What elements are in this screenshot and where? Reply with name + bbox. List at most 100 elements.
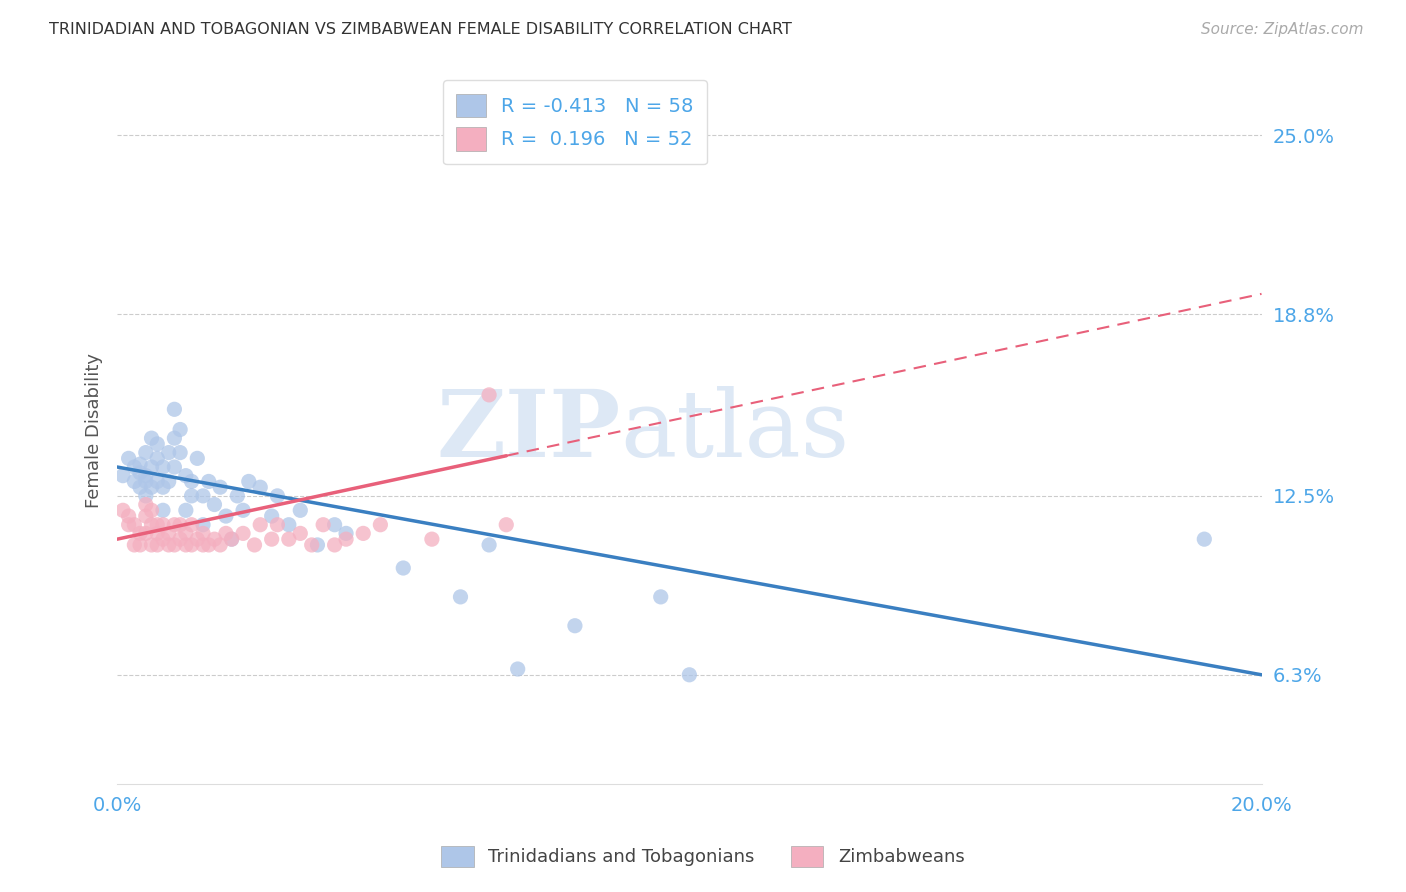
Point — [215, 509, 238, 524]
Point — [169, 423, 191, 437]
Point — [141, 503, 163, 517]
Text: ZIP: ZIP — [436, 386, 620, 476]
Point — [180, 489, 202, 503]
Point — [290, 526, 312, 541]
Text: TRINIDADIAN AND TOBAGONIAN VS ZIMBABWEAN FEMALE DISABILITY CORRELATION CHART: TRINIDADIAN AND TOBAGONIAN VS ZIMBABWEAN… — [49, 22, 792, 37]
Point — [323, 538, 346, 552]
Point — [186, 532, 208, 546]
Point — [135, 468, 157, 483]
Point — [370, 517, 392, 532]
Point — [307, 538, 329, 552]
Point — [129, 538, 152, 552]
Point — [266, 517, 288, 532]
Point — [180, 517, 202, 532]
Point — [146, 451, 169, 466]
Point — [226, 489, 249, 503]
Point — [135, 475, 157, 489]
Point — [141, 517, 163, 532]
Point — [157, 538, 180, 552]
Point — [169, 517, 191, 532]
Point — [169, 445, 191, 459]
Point — [1194, 532, 1216, 546]
Point — [117, 517, 139, 532]
Point — [191, 538, 214, 552]
Point — [301, 538, 323, 552]
Point — [180, 475, 202, 489]
Point — [129, 457, 152, 471]
Point — [152, 460, 174, 475]
Point — [266, 489, 288, 503]
Point — [335, 532, 357, 546]
Point — [277, 517, 299, 532]
Point — [157, 445, 180, 459]
Point — [129, 526, 152, 541]
Point — [141, 460, 163, 475]
Point — [277, 532, 299, 546]
Point — [141, 480, 163, 494]
Point — [221, 532, 243, 546]
Point — [312, 517, 335, 532]
Point — [111, 468, 134, 483]
Point — [124, 538, 146, 552]
Point — [209, 538, 232, 552]
Point — [146, 526, 169, 541]
Point — [174, 538, 197, 552]
Point — [169, 532, 191, 546]
Point — [146, 437, 169, 451]
Point — [174, 526, 197, 541]
Point — [152, 503, 174, 517]
Point — [124, 475, 146, 489]
Point — [163, 460, 186, 475]
Point — [495, 517, 517, 532]
Point — [157, 475, 180, 489]
Point — [260, 509, 283, 524]
Y-axis label: Female Disability: Female Disability — [86, 353, 103, 508]
Point — [174, 468, 197, 483]
Legend: Trinidadians and Tobagonians, Zimbabweans: Trinidadians and Tobagonians, Zimbabwean… — [434, 838, 972, 874]
Point — [124, 517, 146, 532]
Point — [135, 489, 157, 503]
Point — [232, 526, 254, 541]
Point — [152, 517, 174, 532]
Point — [129, 466, 152, 480]
Point — [186, 451, 208, 466]
Point — [478, 538, 501, 552]
Point — [174, 503, 197, 517]
Legend: R = -0.413   N = 58, R =  0.196   N = 52: R = -0.413 N = 58, R = 0.196 N = 52 — [443, 80, 707, 164]
Point — [135, 526, 157, 541]
Point — [180, 538, 202, 552]
Point — [420, 532, 443, 546]
Point — [392, 561, 415, 575]
Point — [249, 517, 271, 532]
Point — [249, 480, 271, 494]
Point — [152, 532, 174, 546]
Point — [129, 480, 152, 494]
Point — [209, 480, 232, 494]
Point — [450, 590, 472, 604]
Point — [141, 538, 163, 552]
Point — [506, 662, 529, 676]
Point — [146, 538, 169, 552]
Point — [564, 618, 586, 632]
Point — [290, 503, 312, 517]
Point — [191, 517, 214, 532]
Point — [197, 538, 219, 552]
Point — [323, 517, 346, 532]
Point — [163, 402, 186, 417]
Point — [215, 526, 238, 541]
Point — [135, 498, 157, 512]
Point — [232, 503, 254, 517]
Text: atlas: atlas — [620, 386, 851, 476]
Point — [157, 526, 180, 541]
Point — [163, 431, 186, 445]
Point — [197, 475, 219, 489]
Point — [352, 526, 374, 541]
Point — [260, 532, 283, 546]
Point — [163, 538, 186, 552]
Point — [163, 517, 186, 532]
Point — [335, 526, 357, 541]
Text: Source: ZipAtlas.com: Source: ZipAtlas.com — [1201, 22, 1364, 37]
Point — [191, 526, 214, 541]
Point — [678, 667, 700, 681]
Point — [135, 509, 157, 524]
